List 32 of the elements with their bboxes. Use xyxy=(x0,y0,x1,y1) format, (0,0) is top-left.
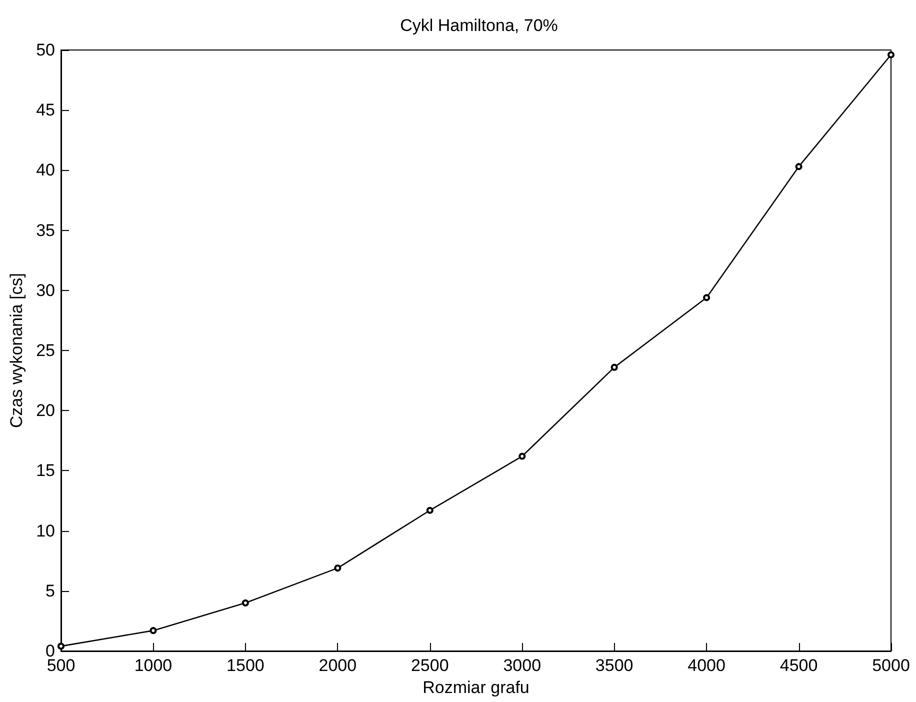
point xyxy=(150,627,157,634)
x-tick-label: 1500 xyxy=(226,656,264,675)
x-tick-label: 4500 xyxy=(780,656,818,675)
y-tick-label: 45 xyxy=(36,100,55,120)
y-tick-label: 50 xyxy=(36,40,55,60)
point xyxy=(426,506,434,514)
point xyxy=(703,294,710,302)
y-tick-label: 10 xyxy=(36,521,55,540)
chart-title: Cykl Hamiltona, 70% xyxy=(400,16,558,35)
x-tick-label: 3500 xyxy=(595,656,634,675)
y-tick-label: 25 xyxy=(36,341,55,360)
y-tick-label: 40 xyxy=(36,160,55,180)
y-tick-label: 30 xyxy=(36,280,55,300)
x-tick-label: 2500 xyxy=(410,656,449,675)
point xyxy=(518,452,526,460)
y-tick-label: 35 xyxy=(36,220,55,240)
x-axis-title: Rozmiar grafu xyxy=(422,678,530,697)
x-tick-label: 2000 xyxy=(318,656,357,675)
point xyxy=(610,364,618,371)
point xyxy=(242,599,249,606)
y-axis-title: Czas wykonania [cs] xyxy=(7,273,26,428)
point xyxy=(334,564,342,572)
x-tick-label: 5000 xyxy=(872,656,910,675)
point xyxy=(888,51,894,58)
y-tick-label: 20 xyxy=(36,401,55,420)
y-tick-label: 15 xyxy=(36,461,55,480)
x-tick-label: 3000 xyxy=(503,656,542,675)
x-tick-label: 4000 xyxy=(688,656,726,675)
point xyxy=(58,642,64,650)
point xyxy=(795,163,802,170)
y-tick-label: 5 xyxy=(46,581,55,600)
x-tick-label: 1000 xyxy=(134,656,172,675)
